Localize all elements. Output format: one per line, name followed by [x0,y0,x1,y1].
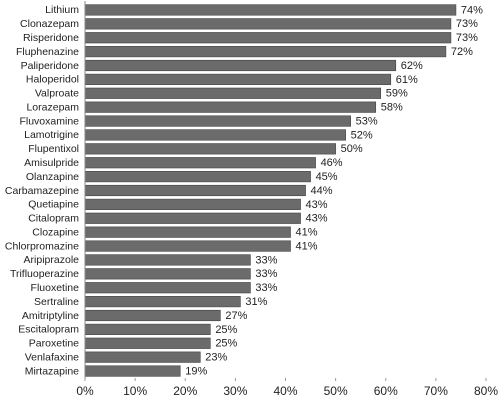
value-label: 53% [356,115,378,127]
value-label: 23% [205,352,227,364]
x-tick-label: 10% [123,384,147,398]
x-tick-label: 30% [223,384,247,398]
bar [84,46,447,58]
bar [84,282,251,294]
x-tick-label: 20% [173,384,197,398]
y-tick-label: Carbamazepine [5,185,79,197]
x-tick-label: 0% [76,384,94,398]
bar [84,73,392,85]
y-tick-label: Clozapine [32,226,79,238]
bar [84,18,452,30]
value-label: 45% [316,171,338,183]
bar [84,198,301,210]
value-label: 41% [296,240,318,252]
y-tick-label: Mirtazapine [25,365,79,377]
bar [84,296,241,308]
value-label: 46% [321,157,343,169]
bar [84,59,397,72]
y-tick-label: Risperidone [23,32,79,44]
y-tick-label: Haloperidol [26,74,79,86]
value-label: 74% [461,4,483,16]
y-tick-label: Fluoxetine [31,282,80,294]
bar [84,101,377,113]
value-label: 25% [215,338,237,350]
value-label: 33% [255,254,277,266]
y-tick-label: Valproate [35,88,79,100]
y-tick-label: Aripiprazole [24,254,80,266]
value-label: 58% [381,102,403,114]
y-tick-label: Chlorpromazine [5,240,79,252]
value-label: 41% [296,227,318,239]
bar [84,365,181,377]
y-tick-label: Lamotrigine [24,129,79,141]
value-label: 31% [245,296,267,308]
x-tick-label: 70% [424,384,448,398]
y-tick-label: Lithium [45,4,79,16]
y-tick-label: Fluvoxamine [19,115,79,127]
value-label: 43% [306,213,328,225]
y-tick-label: Trifluoperazine [10,268,79,280]
value-label: 27% [225,310,247,322]
value-label: 44% [311,185,333,197]
y-tick-label: Sertraline [34,296,79,308]
value-label: 72% [451,46,473,58]
value-label: 73% [456,32,478,44]
bar [84,129,346,141]
bar [84,240,291,252]
bar [84,171,311,183]
value-label: 61% [396,74,418,86]
value-label: 19% [185,365,207,377]
value-label: 52% [351,129,373,141]
y-tick-label: Venlafaxine [25,351,79,363]
bar [84,32,452,44]
y-tick-label: Olanzapine [26,171,79,183]
value-label: 50% [341,143,363,155]
bar [84,351,201,363]
bar [84,226,291,238]
bar [84,212,301,224]
y-tick-label: Paliperidone [21,60,80,72]
value-label: 62% [401,60,423,72]
y-tick-label: Lorazepam [26,101,79,113]
x-tick-label: 50% [324,384,348,398]
y-tick-label: Fluphenazine [16,46,79,58]
bar [84,87,382,99]
bar [84,323,211,335]
value-label: 25% [215,324,237,336]
bar [84,115,351,127]
y-tick-label: Paroxetine [29,338,79,350]
value-label: 33% [255,268,277,280]
x-tick-label: 60% [374,384,398,398]
value-label: 59% [386,88,408,100]
bar [84,309,221,322]
bar [84,4,457,16]
y-tick-label: Amitriptyline [22,310,79,322]
bar [84,268,251,280]
y-tick-label: Clonazepam [20,18,79,30]
y-tick-label: Escitalopram [18,324,79,336]
x-tick-label: 40% [273,384,297,398]
bar [84,337,211,349]
bar [84,143,336,155]
bar [84,157,316,169]
y-tick-label: Flupentixol [28,143,79,155]
y-tick-label: Quetiapine [28,199,79,211]
value-label: 43% [306,199,328,211]
y-tick-label: Amisulpride [24,157,79,169]
value-label: 33% [255,282,277,294]
y-tick-label: Citalopram [28,213,79,225]
bar [84,254,251,266]
x-tick-label: 80% [474,384,498,398]
value-label: 73% [456,18,478,30]
bar [84,184,306,197]
